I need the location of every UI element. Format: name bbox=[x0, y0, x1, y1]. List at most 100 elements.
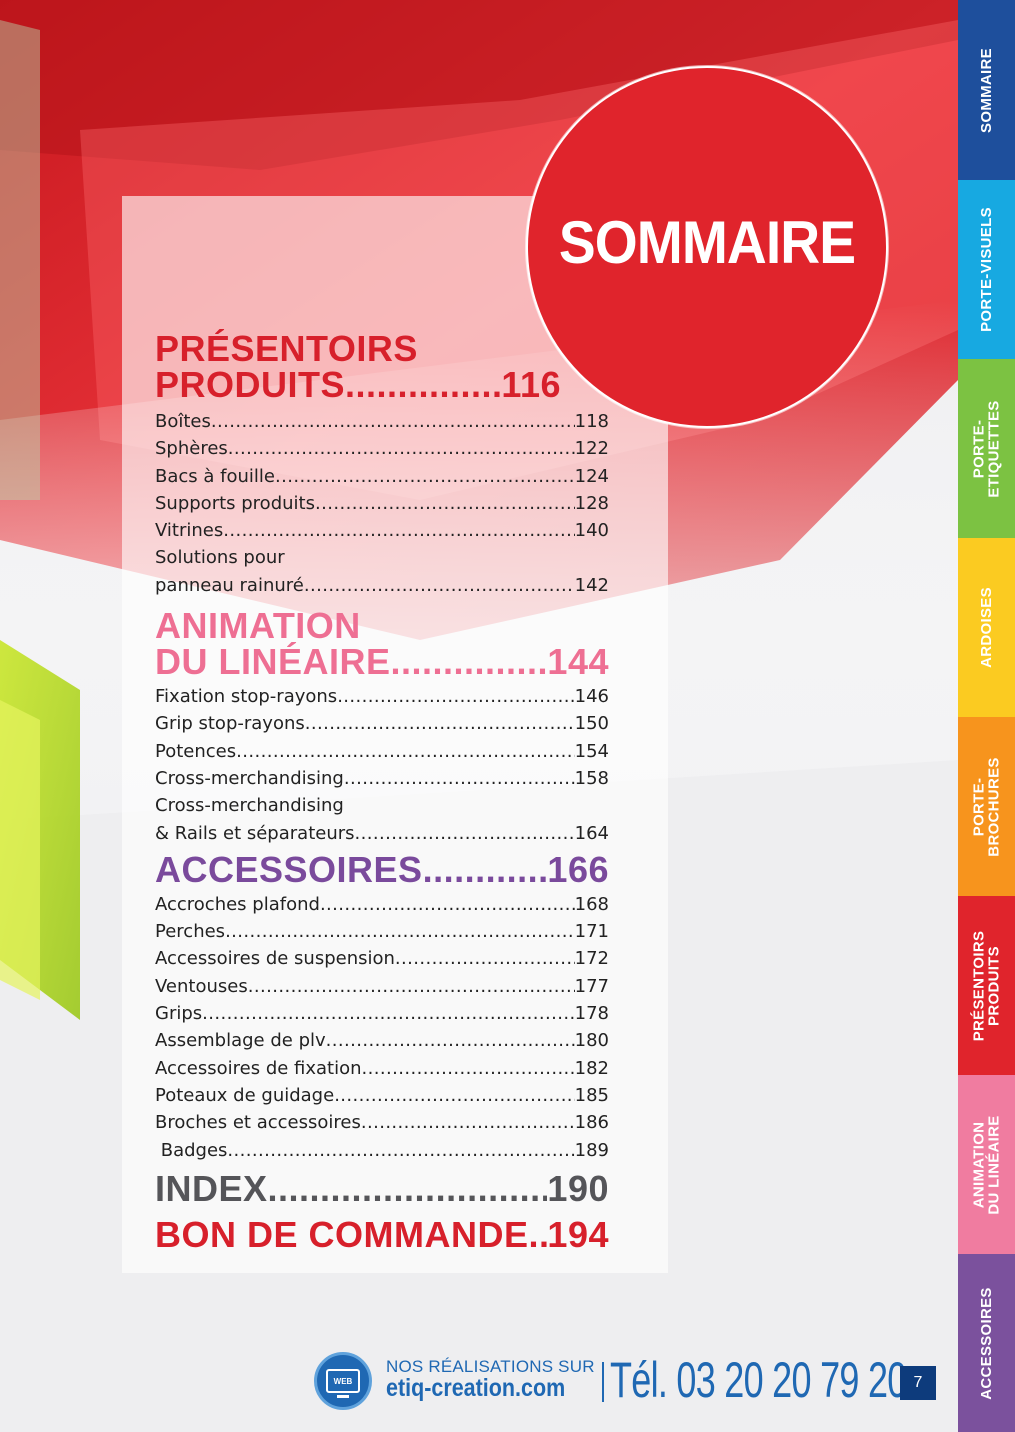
toc-item[interactable]: Broches et accessoires 186 bbox=[155, 1109, 609, 1136]
toc-item[interactable]: Cross-merchandising & Rails et séparateu… bbox=[155, 792, 609, 847]
section-tabs: SOMMAIRE PORTE-VISUELS PORTE- ETIQUETTES … bbox=[958, 0, 1015, 1432]
toc-item-page: 154 bbox=[574, 740, 609, 762]
section-title-line: ACCESSOIRES bbox=[155, 848, 423, 890]
toc-item[interactable]: Assemblage de plv 180 bbox=[155, 1027, 609, 1054]
leader-dots bbox=[248, 973, 575, 1000]
tab-label: PRODUITS bbox=[985, 945, 1003, 1026]
tab-animation-du-lineaire[interactable]: ANIMATION DU LINÉAIRE bbox=[958, 1075, 1015, 1254]
section-heading-bon-de-commande[interactable]: BON DE COMMANDE 194 bbox=[155, 1215, 609, 1254]
section-title-line: PRODUITS bbox=[155, 364, 346, 405]
phone-number[interactable]: Tél. 03 20 20 79 20 bbox=[610, 1352, 907, 1408]
tab-label: PORTE- bbox=[970, 777, 988, 836]
toc-item-label: Sphères bbox=[155, 438, 228, 460]
toc-item-label: panneau rainuré bbox=[155, 574, 304, 596]
section-page-number: 190 bbox=[547, 1167, 609, 1209]
toc-item-page: 124 bbox=[574, 465, 609, 487]
section-heading-accessoires[interactable]: ACCESSOIRES 166 bbox=[155, 848, 609, 890]
leader-dots bbox=[337, 683, 574, 710]
toc-item[interactable]: Grips 178 bbox=[155, 1000, 609, 1027]
toc-item-page: 122 bbox=[574, 438, 609, 460]
toc-item[interactable]: Ventouses 177 bbox=[155, 973, 609, 1000]
toc-item[interactable]: Cross-merchandising 158 bbox=[155, 765, 609, 792]
leader-dots bbox=[236, 738, 575, 765]
tab-label: BROCHURES bbox=[985, 756, 1003, 857]
tab-presentoirs-produits[interactable]: PRÉSENTOIRS PRODUITS bbox=[958, 896, 1015, 1075]
leader-dots bbox=[211, 408, 575, 435]
tab-label: ETIQUETTES bbox=[985, 399, 1003, 498]
tab-porte-visuels[interactable]: PORTE-VISUELS bbox=[958, 180, 1015, 359]
tab-label: ARDOISES bbox=[978, 587, 995, 668]
toc-item-label: Supports produits bbox=[155, 492, 315, 514]
toc-item[interactable]: Vitrines 140 bbox=[155, 517, 609, 544]
toc-item-label: Poteaux de guidage bbox=[155, 1084, 335, 1106]
tab-label: ANIMATION bbox=[970, 1121, 988, 1208]
tab-label: PRÉSENTOIRS bbox=[970, 930, 988, 1041]
section-title-line: DU LINÉAIRE bbox=[155, 641, 391, 683]
section-title-line: ANIMATION bbox=[155, 605, 361, 647]
leader-dots bbox=[326, 1027, 575, 1054]
toc-item-page: 142 bbox=[574, 574, 609, 596]
footer-tagline: NOS RÉALISATIONS SUR bbox=[386, 1357, 595, 1376]
section-page-number: 144 bbox=[547, 641, 609, 683]
toc-item-page: 168 bbox=[574, 893, 609, 915]
toc-item[interactable]: Accessoires de fixation 182 bbox=[155, 1055, 609, 1082]
toc-item-label: Fixation stop-rayons bbox=[155, 686, 338, 708]
toc-item-label: Broches et accessoires bbox=[155, 1112, 361, 1134]
toc-item[interactable]: Perches 171 bbox=[155, 918, 609, 945]
footer-divider bbox=[602, 1362, 604, 1402]
toc-item[interactable]: Sphères 122 bbox=[155, 435, 609, 462]
footer: WEB NOS RÉALISATIONS SUR etiq-creation.c… bbox=[314, 1350, 954, 1410]
toc-item-page: 158 bbox=[574, 767, 609, 789]
toc-item[interactable]: Accroches plafond 168 bbox=[155, 891, 609, 918]
leader-dots bbox=[529, 1216, 548, 1254]
tab-sommaire[interactable]: SOMMAIRE bbox=[958, 0, 1015, 180]
toc-item-label: Boîtes bbox=[155, 411, 211, 432]
toc-item-page: 180 bbox=[574, 1030, 609, 1052]
toc-item[interactable]: Solutions pour panneau rainuré 142 bbox=[155, 544, 609, 599]
tab-label: SOMMAIRE bbox=[978, 47, 995, 133]
web-monitor-icon[interactable]: WEB bbox=[314, 1352, 372, 1410]
leader-dots bbox=[362, 1055, 575, 1082]
tab-accessoires[interactable]: ACCESSOIRES bbox=[958, 1254, 1015, 1432]
tab-ardoises[interactable]: ARDOISES bbox=[958, 538, 1015, 717]
leader-dots bbox=[391, 643, 548, 681]
tab-porte-etiquettes[interactable]: PORTE- ETIQUETTES bbox=[958, 359, 1015, 538]
toc-item-page: 178 bbox=[574, 1003, 609, 1025]
toc-item[interactable]: Grip stop-rayons 150 bbox=[155, 710, 609, 737]
leader-dots bbox=[228, 435, 575, 462]
toc-item-page: 171 bbox=[574, 921, 609, 943]
toc-item[interactable]: Potences 154 bbox=[155, 738, 609, 765]
section-heading-presentoirs[interactable]: PRÉSENTOIRS PRODUITS 116 bbox=[155, 330, 609, 404]
toc-item-page: 185 bbox=[574, 1084, 609, 1106]
toc-item-label: Grip stop-rayons bbox=[155, 713, 305, 735]
tab-label: ACCESSOIRES bbox=[978, 1286, 995, 1400]
toc-item-label: Grips bbox=[155, 1003, 203, 1025]
toc-item-label: Cross-merchandising bbox=[155, 767, 344, 789]
section-title-line: PRÉSENTOIRS bbox=[155, 328, 418, 369]
tab-label: DU LINÉAIRE bbox=[985, 1114, 1003, 1215]
toc-item[interactable]: Bacs à fouille 124 bbox=[155, 463, 609, 490]
tab-porte-brochures[interactable]: PORTE- BROCHURES bbox=[958, 717, 1015, 896]
toc-item[interactable]: Boîtes 118 bbox=[155, 408, 609, 435]
toc-item[interactable]: Fixation stop-rayons 146 bbox=[155, 683, 609, 710]
toc-item[interactable]: Supports produits 128 bbox=[155, 490, 609, 517]
leader-dots bbox=[202, 1000, 574, 1027]
section-page-number: 116 bbox=[501, 364, 561, 405]
toc-item[interactable]: Badges 189 bbox=[155, 1137, 609, 1164]
website-link[interactable]: etiq-creation.com bbox=[386, 1374, 566, 1402]
tab-label: PORTE- bbox=[970, 419, 988, 478]
toc-item-label: Perches bbox=[155, 921, 226, 943]
toc-item-label: Accessoires de suspension bbox=[155, 948, 395, 970]
toc-item-label: Potences bbox=[155, 740, 237, 762]
toc-item[interactable]: Poteaux de guidage 185 bbox=[155, 1082, 609, 1109]
section-heading-index[interactable]: INDEX 190 bbox=[155, 1167, 609, 1209]
toc-item-label: Bacs à fouille bbox=[155, 465, 275, 487]
web-icon-label: WEB bbox=[326, 1369, 360, 1398]
toc-item-page: 189 bbox=[574, 1139, 609, 1161]
toc-item-label: Assemblage de plv bbox=[155, 1030, 326, 1052]
toc-item-page: 172 bbox=[574, 948, 609, 970]
section-heading-animation[interactable]: ANIMATION DU LINÉAIRE 144 bbox=[155, 607, 609, 681]
toc-item[interactable]: Accessoires de suspension 172 bbox=[155, 945, 609, 972]
leader-dots bbox=[355, 820, 575, 847]
page-number: 7 bbox=[900, 1366, 936, 1400]
